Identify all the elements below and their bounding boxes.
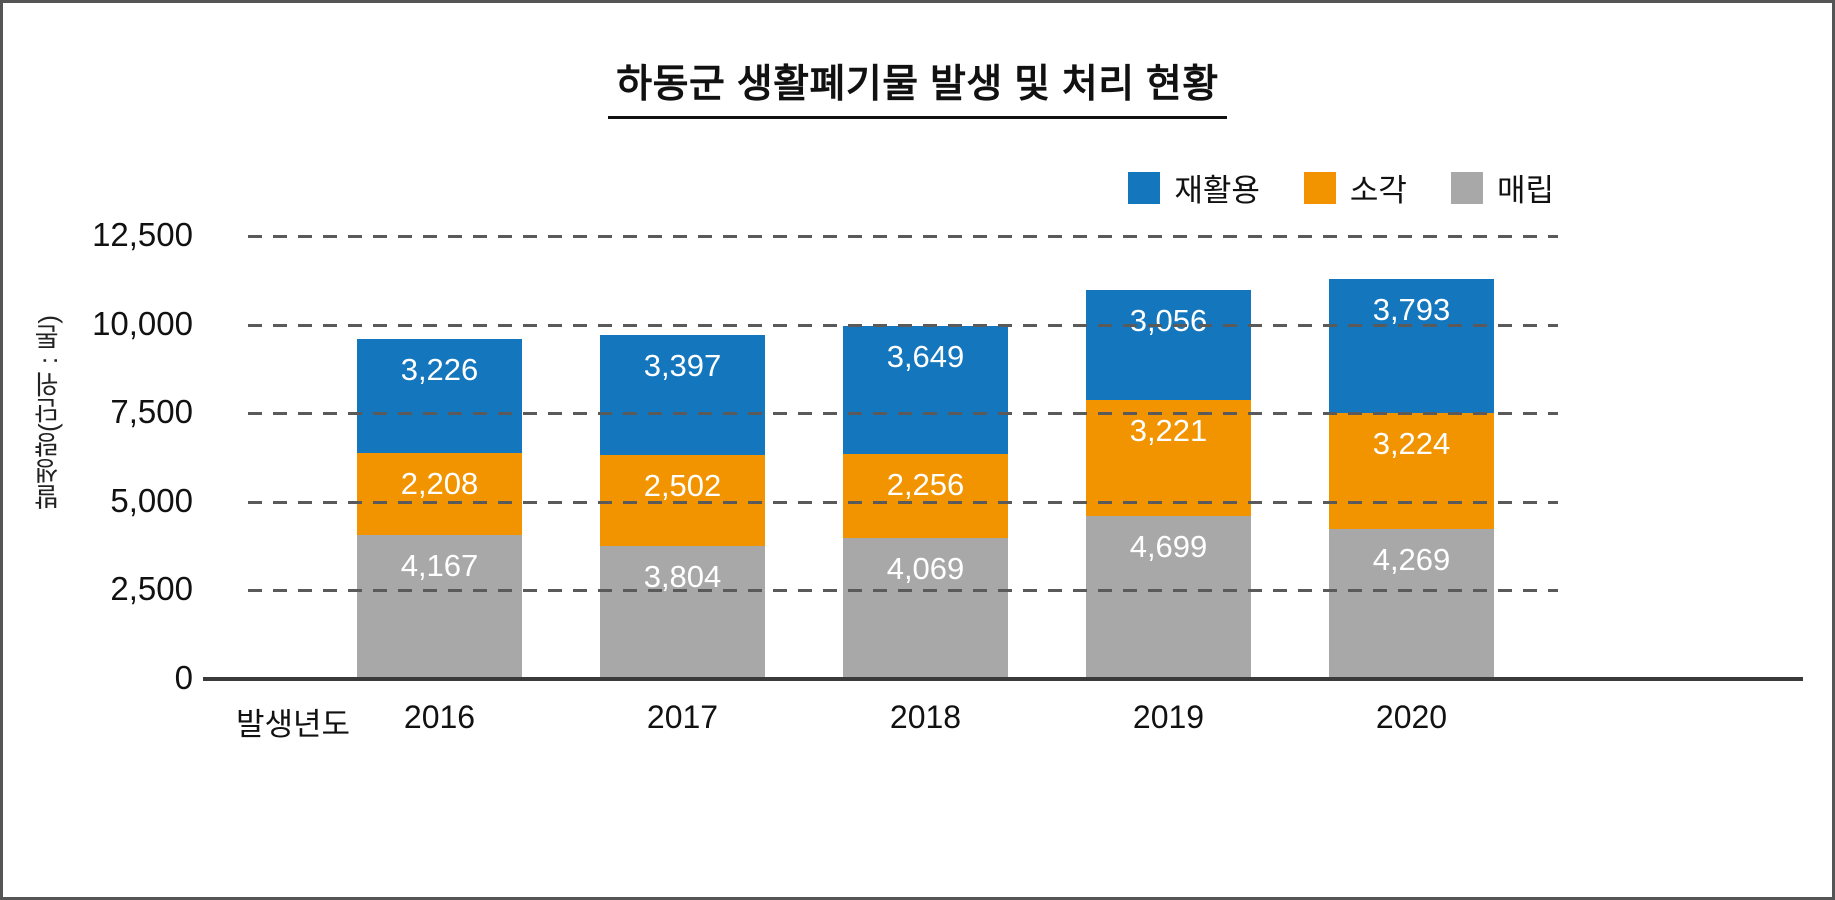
bars-container: 4,167 2,208 3,226 3,804 2,502 3,397 4,069 2,256… [318,236,1533,679]
bar-value-label-2018-재활용: 3,649 [886,338,965,374]
bar-segment-2020-매립: 4,269 [1329,529,1494,679]
legend-item-재활용: 재활용 [1128,165,1260,210]
x-axis-ticks: 2016 2017 2018 2019 2020 [318,699,1533,736]
bar-value-label-2016-매립: 4,167 [400,548,479,584]
x-axis-line [203,677,1803,681]
bar-value-label-2018-매립: 4,069 [886,550,965,586]
bar-slot-2019: 4,699 3,221 3,056 [1047,236,1290,679]
bar-segment-2019-소각: 3,221 [1086,400,1251,517]
bar-segment-2016-매립: 4,167 [357,535,522,679]
y-tick-label-12500: 12,500 [92,216,193,254]
bar-2016: 4,167 2,208 3,226 [357,338,522,679]
legend: 재활용 소각 매립 [1128,165,1554,210]
gridline-2500 [248,589,1558,593]
bar-2017: 3,804 2,502 3,397 [600,335,765,679]
bar-value-label-2019-재활용: 3,056 [1129,303,1208,339]
bar-segment-2017-재활용: 3,397 [600,335,765,455]
bar-value-label-2017-소각: 2,502 [643,467,722,503]
bar-segment-2019-매립: 4,699 [1086,516,1251,679]
y-tick-label-0: 0 [174,659,193,697]
chart-title-text: 하동군 생활폐기물 발생 및 처리 현황 [608,53,1227,119]
x-tick-label-2020: 2020 [1375,699,1448,735]
chart-title: 하동군 생활폐기물 발생 및 처리 현황 [3,53,1832,119]
bar-value-label-2020-재활용: 3,793 [1372,292,1451,328]
x-tick-label-2017: 2017 [646,699,719,735]
bar-value-label-2016-재활용: 3,226 [400,351,479,387]
legend-label-재활용: 재활용 [1174,173,1260,208]
x-tick-label-2018: 2018 [889,699,962,735]
bar-slot-2016: 4,167 2,208 3,226 [318,236,561,679]
bar-value-label-2019-매립: 4,699 [1129,529,1208,565]
bar-slot-2018: 4,069 2,256 3,649 [804,236,1047,679]
gridline-12500 [248,235,1558,238]
bar-2020: 4,269 3,224 3,793 [1329,279,1494,679]
bar-segment-2018-소각: 2,256 [843,453,1008,538]
y-tick-label-10000: 10,000 [92,304,193,342]
gridline-7500 [248,412,1558,416]
bar-value-label-2016-소각: 2,208 [400,465,479,501]
bar-value-label-2020-매립: 4,269 [1372,542,1451,578]
bar-segment-2016-소각: 2,208 [357,452,522,536]
bar-segment-2018-재활용: 3,649 [843,325,1008,454]
bar-value-label-2020-소각: 3,224 [1372,426,1451,462]
plot-area: 4,167 2,208 3,226 3,804 2,502 3,397 4,069 2,256… [203,235,1803,681]
bar-segment-2020-재활용: 3,793 [1329,279,1494,414]
gridline-10000 [248,323,1558,327]
y-tick-label-7500: 7,500 [110,393,193,431]
legend-label-소각: 소각 [1349,173,1407,208]
bar-value-label-2019-소각: 3,221 [1129,413,1208,449]
bar-segment-2020-소각: 3,224 [1329,413,1494,530]
bar-2018: 4,069 2,256 3,649 [843,325,1008,679]
bar-value-label-2017-매립: 3,804 [643,559,722,595]
bar-segment-2016-재활용: 3,226 [357,338,522,453]
legend-item-소각: 소각 [1303,165,1407,210]
bar-value-label-2017-재활용: 3,397 [643,348,722,384]
legend-label-매립: 매립 [1496,173,1554,208]
bar-segment-2017-매립: 3,804 [600,546,765,679]
bar-slot-2017: 3,804 2,502 3,397 [561,236,804,679]
x-axis-title: 발생년도 [235,707,351,742]
bar-value-label-2018-소각: 2,256 [886,466,965,502]
legend-swatch-소각 [1303,171,1336,204]
x-tick-label-2016: 2016 [403,699,476,735]
bar-segment-2017-소각: 2,502 [600,454,765,547]
y-tick-label-5000: 5,000 [110,482,193,520]
y-tick-label-2500: 2,500 [110,570,193,608]
bar-slot-2020: 4,269 3,224 3,793 [1290,236,1533,679]
legend-item-매립: 매립 [1450,165,1554,210]
gridline-5000 [248,500,1558,504]
bar-2019: 4,699 3,221 3,056 [1086,290,1251,679]
bar-segment-2018-매립: 4,069 [843,537,1008,679]
bar-segment-2019-재활용: 3,056 [1086,290,1251,401]
legend-swatch-매립 [1450,171,1483,204]
x-tick-label-2019: 2019 [1132,699,1205,735]
legend-swatch-재활용 [1128,171,1161,204]
y-axis-ticks: 0 2,500 5,000 7,500 10,000 12,500 [43,216,193,696]
